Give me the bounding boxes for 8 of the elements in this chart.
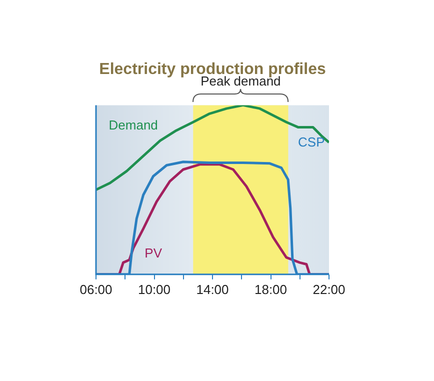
series-label: CSP xyxy=(298,134,325,150)
x-tick-label: 14:00 xyxy=(196,282,229,297)
series-label: Demand xyxy=(108,118,158,133)
x-tick-label: 10:00 xyxy=(138,282,171,297)
x-tick-label: 18:00 xyxy=(254,282,288,297)
x-tick-label: 06:00 xyxy=(80,282,112,297)
x-tick-label: 22:00 xyxy=(312,282,346,297)
series-label: PV xyxy=(144,245,162,260)
